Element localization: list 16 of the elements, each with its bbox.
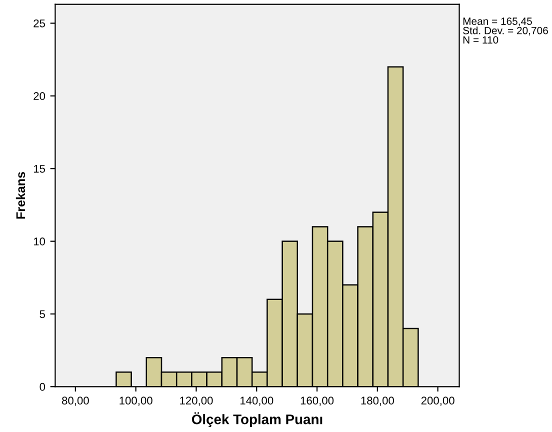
x-tick-label: 180,00 [361, 396, 394, 406]
x-tick-label: 160,00 [300, 396, 334, 406]
y-tick-label: 5 [40, 310, 46, 318]
y-tick-label: 0 [40, 382, 46, 391]
x-tick-label: 100,00 [120, 396, 152, 406]
y-tick-label: 15 [34, 164, 46, 173]
y-tick-label: 25 [34, 19, 46, 28]
x-tick-label: 140,00 [240, 396, 274, 406]
y-tick-label: 20 [34, 92, 46, 100]
x-axis-title: Ölçek Toplam Puanı [192, 412, 322, 428]
text: Mean = 165,45 Std. Dev. = 20,706 N = 110 [463, 18, 548, 44]
x-tick-label: 120,00 [180, 396, 213, 406]
x-tick-label: 80,00 [62, 396, 89, 406]
x-tick-label: 200,00 [421, 396, 454, 406]
y-tick-label: 10 [34, 238, 46, 246]
y-axis-title: Frekans [16, 172, 26, 219]
